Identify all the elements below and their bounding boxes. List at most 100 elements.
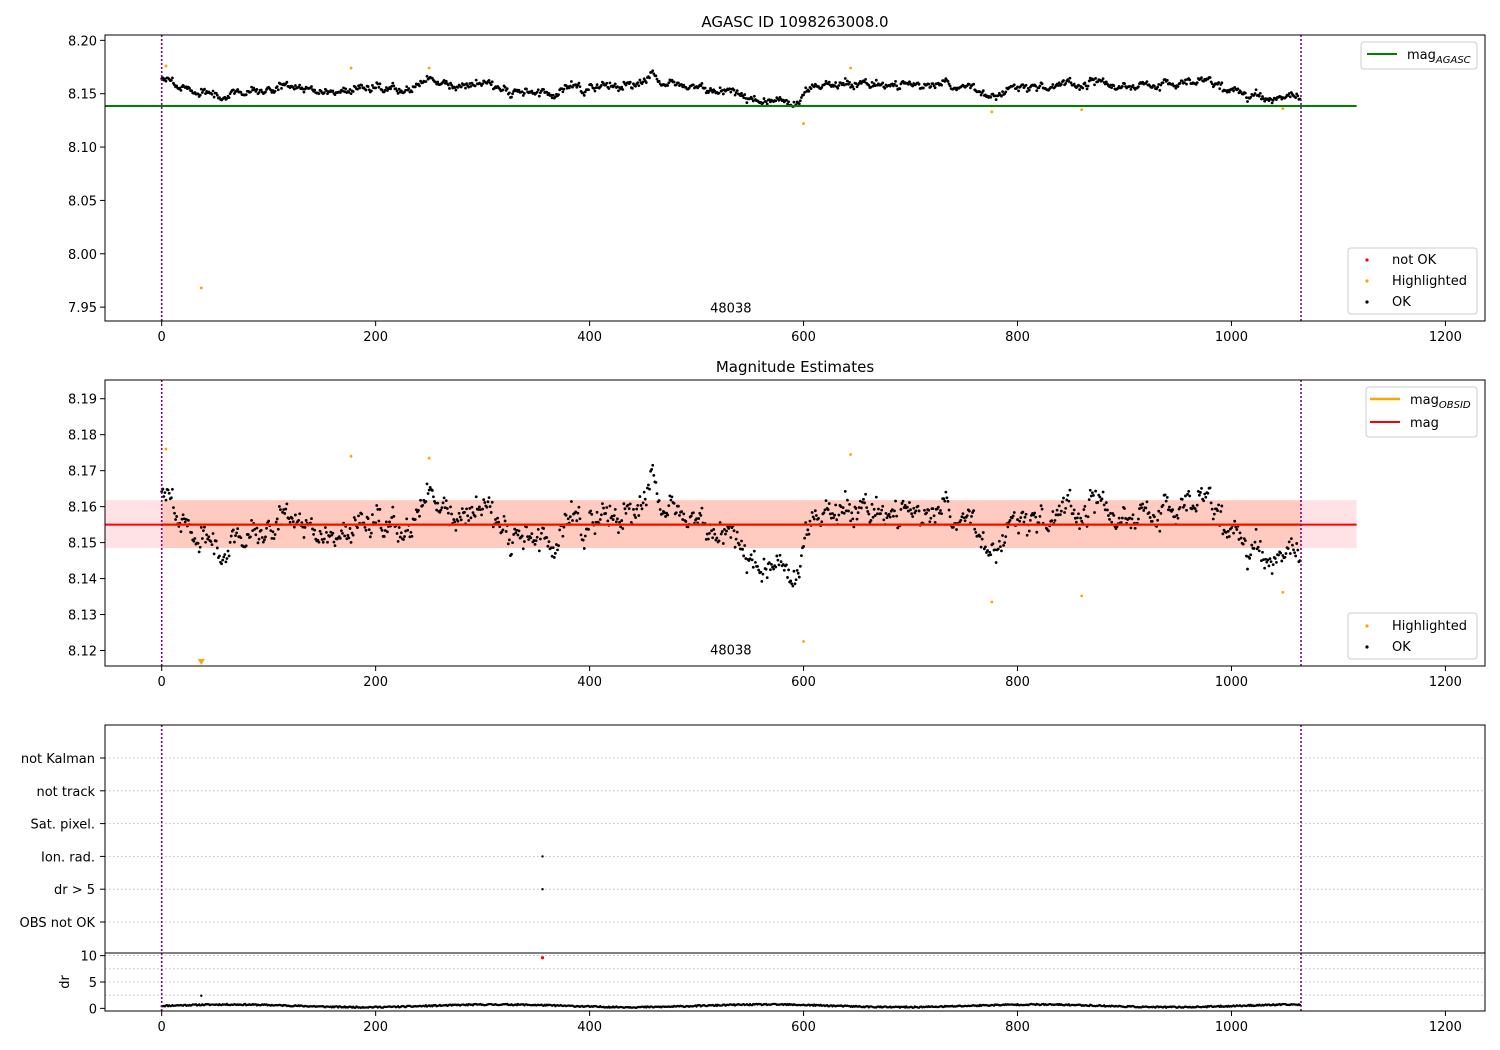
- ok-point: [651, 463, 655, 467]
- ok-point: [1129, 87, 1133, 91]
- ok-point: [1176, 85, 1180, 88]
- highlighted-point: [427, 456, 431, 460]
- ok-point: [908, 501, 911, 504]
- legend-mag-label: mag: [1410, 416, 1439, 431]
- ok-point: [1068, 488, 1072, 492]
- ok-point: [912, 506, 916, 510]
- ok-point: [510, 95, 513, 99]
- ok-point: [700, 82, 704, 85]
- ok-point: [1180, 497, 1184, 501]
- ok-point: [1260, 559, 1263, 563]
- ok-point: [456, 85, 460, 89]
- ok-point: [270, 536, 274, 540]
- ok-point: [271, 530, 275, 534]
- ok-point: [1138, 507, 1141, 511]
- ok-point: [351, 533, 355, 537]
- ok-point: [851, 517, 855, 521]
- ok-point: [1028, 518, 1032, 522]
- ok-point: [622, 502, 626, 506]
- ok-point: [1163, 493, 1167, 497]
- ok-point: [197, 550, 201, 554]
- ok-point: [749, 553, 753, 557]
- ok-point: [1131, 84, 1135, 87]
- ok-point: [1178, 505, 1182, 509]
- ok-point: [717, 91, 721, 95]
- ok-point: [522, 91, 526, 95]
- ok-point: [457, 511, 461, 515]
- ok-point: [235, 531, 238, 535]
- ok-point: [923, 508, 926, 512]
- ok-point: [637, 514, 641, 517]
- ok-point: [869, 85, 873, 89]
- ok-point: [628, 502, 632, 506]
- ok-point: [529, 536, 533, 540]
- ok-point: [678, 514, 681, 517]
- ok-point: [322, 537, 326, 541]
- ok-point: [338, 91, 342, 94]
- ok-point: [607, 87, 611, 90]
- ok-point: [505, 87, 509, 91]
- agasc-y-tick-label: 8.00: [68, 248, 97, 263]
- ok-point: [173, 511, 176, 515]
- ok-point: [734, 537, 738, 541]
- ok-point: [574, 83, 578, 86]
- ok-point: [970, 514, 973, 518]
- ok-point: [575, 519, 579, 523]
- ok-point: [872, 507, 876, 511]
- ok-point: [444, 79, 448, 83]
- ok-point: [369, 89, 373, 93]
- ok-point: [1249, 553, 1253, 557]
- ok-point: [1150, 520, 1154, 523]
- ok-point: [1063, 511, 1066, 514]
- ok-point: [556, 548, 559, 552]
- ok-point: [386, 530, 389, 534]
- ok-point: [963, 519, 967, 523]
- ok-point: [728, 87, 732, 91]
- ok-point: [520, 534, 524, 538]
- ok-point: [318, 529, 322, 533]
- ok-point: [204, 540, 207, 544]
- ok-point: [1168, 505, 1171, 509]
- ok-point: [469, 516, 473, 520]
- ok-point: [426, 492, 430, 495]
- ok-point: [1195, 503, 1199, 507]
- ok-point: [281, 510, 284, 514]
- ok-point: [931, 507, 935, 511]
- ok-point: [342, 86, 345, 90]
- ok-point: [931, 82, 935, 86]
- ok-point: [582, 547, 586, 550]
- ok-point: [394, 87, 398, 91]
- ok-point: [988, 550, 992, 554]
- ok-point: [496, 516, 499, 520]
- ok-point: [792, 100, 796, 104]
- ok-point: [756, 565, 759, 568]
- ok-point: [382, 535, 386, 538]
- ok-point: [720, 530, 724, 533]
- ok-point: [1206, 491, 1210, 495]
- highlighted-point: [849, 453, 853, 456]
- ok-point: [198, 545, 202, 549]
- ok-point: [1057, 81, 1061, 85]
- ok-point: [561, 534, 565, 538]
- ok-point: [513, 527, 517, 531]
- ok-point: [525, 87, 528, 91]
- ok-point: [444, 499, 448, 503]
- ok-point: [1153, 84, 1156, 88]
- ok-point: [442, 496, 446, 500]
- ok-point: [1294, 554, 1298, 558]
- ok-point: [545, 90, 549, 94]
- ok-point: [1017, 89, 1020, 93]
- ok-point: [744, 557, 748, 560]
- ok-point: [558, 528, 562, 532]
- ok-point: [742, 96, 746, 100]
- ok-point: [1289, 537, 1293, 541]
- ok-point: [1147, 511, 1151, 515]
- ok-point: [1293, 551, 1296, 555]
- ok-point: [921, 86, 925, 90]
- ok-point: [733, 545, 737, 549]
- ok-point: [986, 549, 989, 552]
- ok-point: [1279, 551, 1283, 555]
- ok-point: [1262, 558, 1265, 562]
- ok-point: [940, 512, 943, 516]
- ok-point: [598, 518, 602, 521]
